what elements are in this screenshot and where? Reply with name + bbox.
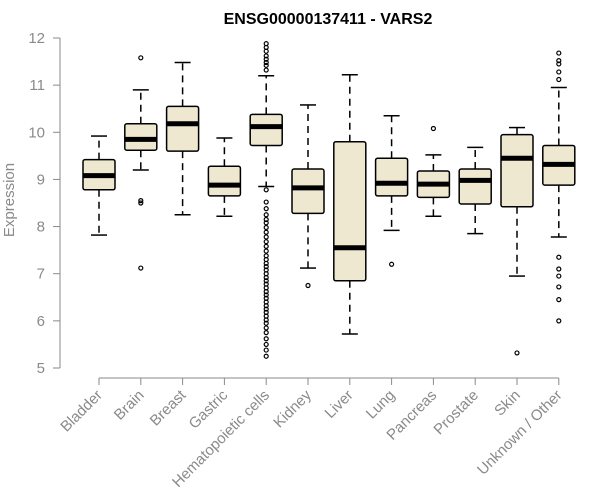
box-brain (124, 55, 158, 271)
x-tick-label: Prostate (430, 387, 482, 439)
outlier-point (556, 318, 562, 324)
outlier-point (263, 289, 269, 295)
box-hematopoietic-cells (249, 41, 283, 359)
outlier-point (263, 264, 269, 270)
y-axis: 5 6 7 8 9 10 11 12 (28, 30, 61, 377)
box-kidney (291, 104, 325, 289)
outlier-point (263, 187, 269, 193)
box-iqr (249, 113, 283, 147)
outlier-point (263, 278, 269, 284)
chart-title: ENSG00000137411 - VARS2 (224, 11, 433, 28)
outlier-point (263, 206, 269, 212)
outlier-point (263, 53, 269, 59)
x-tick-label: Lung (363, 387, 399, 423)
outlier-point (263, 243, 269, 249)
outlier-point (263, 212, 269, 218)
outlier-point (263, 292, 269, 298)
outlier-point (305, 282, 311, 289)
outlier-point (556, 273, 562, 279)
box-liver (333, 74, 367, 335)
x-tick-label: Brain (111, 387, 148, 424)
outlier-point (263, 248, 269, 254)
box-lung (374, 115, 409, 267)
outlier-point (263, 229, 269, 235)
y-tick-label: 11 (29, 77, 45, 94)
outlier-point (514, 350, 520, 356)
outlier-point (556, 297, 562, 303)
plot-area (82, 41, 576, 359)
outlier-point (138, 265, 144, 271)
box-prostate (458, 146, 492, 235)
outlier-point (263, 220, 269, 226)
outlier-point (263, 56, 269, 62)
y-axis-label: Expression (1, 163, 18, 237)
outlier-point (263, 306, 269, 312)
outlier-point (263, 199, 269, 205)
box-iqr (333, 140, 367, 282)
outlier-point (263, 347, 269, 353)
outlier-point (389, 261, 395, 267)
outlier-point (556, 254, 562, 260)
outlier-point (263, 216, 269, 223)
outlier-point (263, 320, 269, 326)
box-gastric (207, 137, 242, 217)
outlier-point (556, 50, 562, 56)
x-tick-label: Kidney (270, 386, 315, 431)
outlier-point (263, 260, 269, 266)
x-tick-label: Liver (322, 387, 357, 422)
outlier-point (263, 317, 269, 323)
outlier-point (556, 58, 562, 64)
box-iqr (458, 168, 492, 205)
outlier-point (263, 48, 269, 54)
outlier-point (556, 266, 562, 272)
outlier-point (263, 59, 269, 66)
box-iqr (500, 133, 534, 208)
outlier-point (430, 125, 436, 132)
outlier-point (263, 274, 269, 281)
outlier-point (556, 76, 562, 83)
outlier-point (556, 69, 562, 75)
outlier-point (263, 234, 269, 240)
x-tick-label: Bladder (57, 387, 106, 436)
outlier-point (263, 336, 269, 342)
outlier-point (556, 284, 562, 290)
box-iqr (291, 168, 325, 215)
box-unknown-other (542, 50, 576, 324)
outlier-point (263, 239, 269, 245)
outlier-point (263, 67, 269, 73)
y-tick-label: 12 (28, 30, 45, 47)
y-tick-label: 6 (37, 313, 45, 330)
y-tick-label: 10 (28, 124, 45, 141)
outlier-point (138, 198, 144, 204)
box-iqr (165, 105, 200, 152)
box-bladder (82, 135, 116, 236)
outlier-point (263, 325, 269, 331)
outlier-point (263, 330, 269, 336)
box-iqr (207, 165, 242, 197)
x-tick-label: Skin (491, 387, 524, 420)
outlier-point (263, 62, 269, 68)
outlier-point (263, 224, 269, 231)
outlier-point (263, 341, 269, 348)
y-tick-label: 7 (37, 266, 45, 283)
box-iqr (374, 157, 409, 197)
outlier-point (138, 200, 144, 206)
y-tick-label: 9 (37, 171, 45, 188)
x-tick-label: Breast (147, 386, 190, 429)
outlier-point (263, 303, 269, 309)
outlier-point (263, 353, 269, 359)
y-tick-label: 5 (37, 360, 45, 377)
y-tick-label: 8 (37, 219, 45, 236)
outlier-point (138, 55, 144, 61)
box-skin (500, 126, 534, 356)
box-breast (165, 61, 200, 216)
outlier-point (556, 61, 562, 67)
box-pancreas (416, 125, 451, 217)
